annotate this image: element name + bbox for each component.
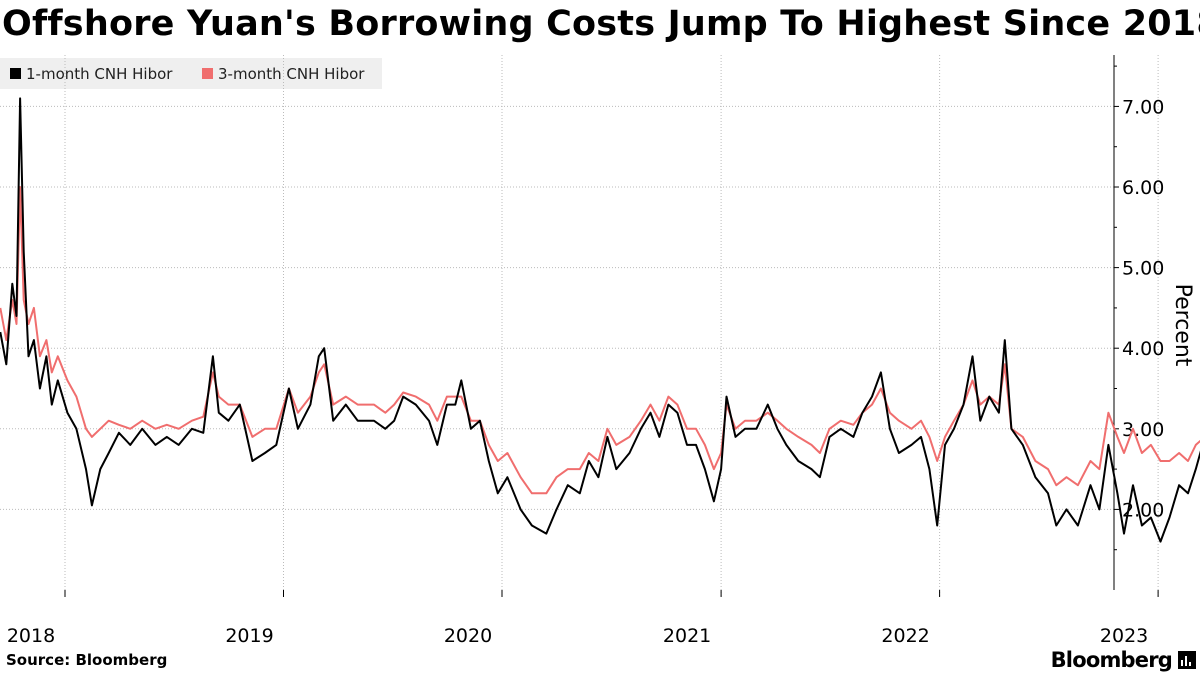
legend-swatch-3m bbox=[202, 68, 213, 79]
x-axis: 2018 2019 2020 2021 2022 2023 bbox=[7, 590, 1159, 647]
series-lines bbox=[0, 97, 1200, 543]
y-tick-label: 7.00 bbox=[1122, 96, 1164, 118]
bloomberg-terminal-icon bbox=[1178, 651, 1196, 669]
x-tick-label: 2020 bbox=[444, 625, 492, 647]
legend-label-1m: 1-month CNH Hibor bbox=[26, 64, 173, 83]
y-axis-title: Percent bbox=[1170, 284, 1195, 367]
x-tick-label: 2022 bbox=[881, 625, 929, 647]
x-tick-label: 2021 bbox=[663, 625, 711, 647]
chart-legend: 1-month CNH Hibor 3-month CNH Hibor bbox=[0, 58, 382, 89]
legend-swatch-1m bbox=[10, 68, 21, 79]
legend-label-3m: 3-month CNH Hibor bbox=[218, 64, 365, 83]
chart-title: Offshore Yuan's Borrowing Costs Jump To … bbox=[2, 4, 1200, 44]
brand-wordmark: Bloomberg bbox=[1050, 648, 1173, 672]
series-line-1m bbox=[0, 97, 1200, 543]
x-tick-label: 2018 bbox=[7, 625, 55, 647]
x-tick-label: 2019 bbox=[225, 625, 273, 647]
y-tick-label: 3.00 bbox=[1122, 419, 1164, 441]
source-note: Source: Bloomberg bbox=[6, 651, 168, 669]
y-tick-label: 2.00 bbox=[1122, 499, 1164, 521]
grid-lines bbox=[0, 55, 1159, 597]
y-tick-label: 5.00 bbox=[1122, 258, 1164, 280]
x-tick-label: 2023 bbox=[1100, 625, 1148, 647]
legend-item-3m: 3-month CNH Hibor bbox=[202, 58, 364, 89]
y-tick-label: 6.00 bbox=[1122, 177, 1164, 199]
brand-logo: Bloomberg bbox=[1051, 648, 1196, 672]
legend-item-1m: 1-month CNH Hibor bbox=[10, 58, 172, 89]
y-tick-label: 4.00 bbox=[1122, 338, 1164, 360]
series-line-3m bbox=[0, 186, 1200, 495]
y-axis: 2.00 3.00 4.00 5.00 6.00 7.00 Percent bbox=[1113, 55, 1195, 590]
